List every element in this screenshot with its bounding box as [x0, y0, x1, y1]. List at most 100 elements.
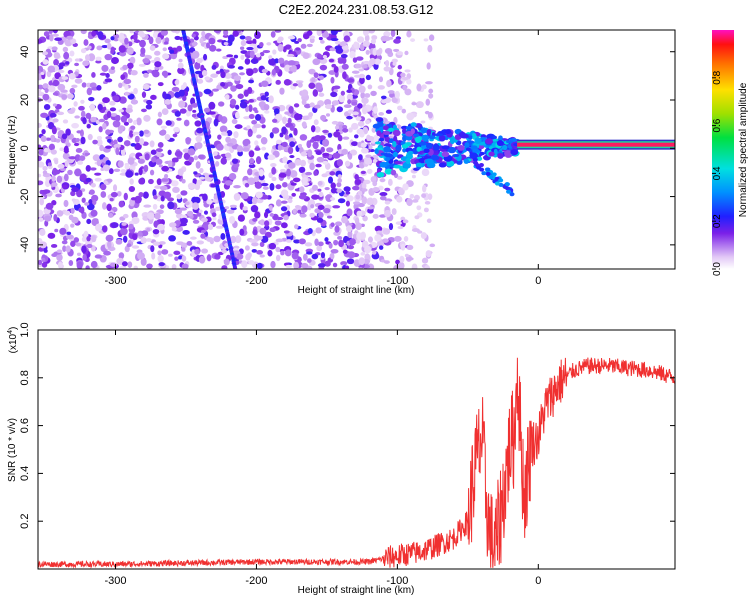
spectrogram-cells: [38, 30, 675, 269]
spectrogram-cell: [178, 255, 183, 260]
spectrogram-cell: [47, 162, 52, 167]
spectrogram-cell: [38, 149, 44, 156]
spectrogram-cell: [86, 203, 95, 211]
spectrogram-cell: [102, 97, 110, 104]
spectrogram-cell: [138, 191, 144, 198]
spectrogram-cell: [263, 103, 270, 111]
spectrogram-cell: [360, 170, 366, 175]
spectrogram-cell: [357, 120, 365, 127]
spectrogram-cell: [217, 134, 222, 140]
spectrogram-cell: [478, 163, 484, 168]
spectrogram-cell: [290, 182, 297, 186]
spectrogram-cell: [170, 30, 178, 33]
spectrogram-cell: [160, 195, 165, 202]
spectrogram-cell: [344, 265, 350, 269]
spectrogram-cell: [38, 122, 42, 128]
spectrogram-cell: [250, 205, 259, 213]
spectrogram-cell: [65, 61, 70, 65]
spectrogram-cell: [214, 206, 221, 212]
spectrogram-cell: [169, 222, 177, 228]
colorbar-gradient: [712, 30, 734, 269]
spectrogram-cell: [463, 158, 470, 164]
spectrogram-cell: [68, 260, 74, 267]
spectrogram-cell: [318, 36, 323, 41]
spectrogram-cell: [301, 121, 307, 128]
spectrogram-cell: [338, 94, 346, 103]
spectrogram-cell: [139, 130, 144, 137]
spectrogram-cell: [117, 136, 124, 143]
spectrogram-cell: [355, 194, 361, 200]
spectrogram-cell: [354, 63, 362, 69]
spectrogram-cell: [311, 253, 319, 260]
spectrogram-cell: [364, 264, 371, 269]
spectrogram-cell: [205, 42, 211, 49]
spectrogram-cell: [428, 93, 434, 99]
spectrogram-cell: [195, 142, 203, 149]
spectrogram-cell: [324, 260, 331, 267]
spectrogram-cell: [199, 176, 205, 180]
spectrogram-cell: [378, 137, 385, 142]
spectrogram-cell: [160, 129, 167, 136]
spectrogram-cell: [84, 54, 90, 62]
spectrogram-cell: [337, 177, 342, 183]
spectrogram-cell: [416, 83, 422, 92]
spectrogram-cell: [191, 41, 198, 47]
spectrogram-x-tick-label: -300: [104, 275, 126, 287]
spectrogram-cell: [177, 62, 184, 69]
colorbar-label: Normalized spectral amplitude: [738, 82, 749, 217]
spectrogram-cell: [90, 116, 97, 123]
spectrogram-cell: [485, 171, 491, 176]
spectrogram-cell: [355, 222, 362, 231]
spectrogram-cell: [134, 172, 139, 176]
spectrogram-cell: [71, 216, 79, 224]
spectrogram-cell: [137, 158, 145, 164]
spectrogram-cell: [208, 101, 216, 110]
spectrogram-cell: [402, 219, 409, 224]
spectrogram-cell: [427, 111, 433, 119]
spectrogram-cell: [342, 249, 348, 254]
spectrogram-cell: [113, 168, 121, 172]
spectrogram-cell: [299, 134, 308, 141]
spectrogram-cell: [504, 150, 513, 157]
spectrogram-cell: [248, 260, 255, 265]
spectrogram-cell: [73, 142, 80, 147]
spectrogram-cell: [182, 95, 187, 102]
spectrogram-cell: [92, 154, 101, 162]
spectrogram-cell: [167, 149, 172, 155]
spectrogram-cell: [340, 261, 348, 266]
spectrogram-cell: [76, 130, 82, 134]
spectrogram-cell: [110, 36, 115, 41]
spectrogram-cell: [330, 222, 335, 228]
spectrogram-cell: [266, 42, 272, 46]
spectrogram-cell: [187, 104, 193, 112]
spectrogram-cell: [41, 129, 46, 135]
spectrogram-cell: [334, 40, 342, 45]
spectrogram-cell: [315, 163, 322, 168]
spectrogram-cell: [215, 225, 224, 229]
spectrogram-cell: [197, 154, 204, 160]
spectrogram-cell: [81, 82, 87, 88]
spectrogram-cell: [341, 63, 349, 70]
spectrogram-cell: [212, 216, 217, 221]
spectrogram-cell: [215, 48, 222, 52]
spectrogram-cell: [181, 263, 189, 269]
spectrogram-cell: [85, 265, 90, 269]
spectrogram-cell: [74, 168, 82, 177]
spectrogram-cell: [61, 76, 69, 80]
spectrogram-cell: [474, 137, 482, 144]
spectrogram-cell: [90, 182, 96, 188]
spectrogram-cell: [244, 182, 250, 188]
spectrogram-cell: [264, 91, 269, 97]
spectrogram-cell: [218, 114, 223, 122]
spectrogram-cell: [492, 135, 497, 139]
spectrogram-cell: [277, 57, 285, 64]
snr-series-line: [38, 357, 675, 569]
spectrogram-cell: [183, 119, 190, 127]
spectrogram-cell: [293, 239, 301, 244]
spectrogram-cell: [285, 264, 293, 268]
spectrogram-cell: [142, 191, 149, 199]
spectrogram-cell: [307, 149, 313, 158]
spectrogram-cell: [355, 116, 362, 121]
spectrogram-cell: [222, 55, 229, 60]
spectrogram-cell: [210, 73, 218, 78]
